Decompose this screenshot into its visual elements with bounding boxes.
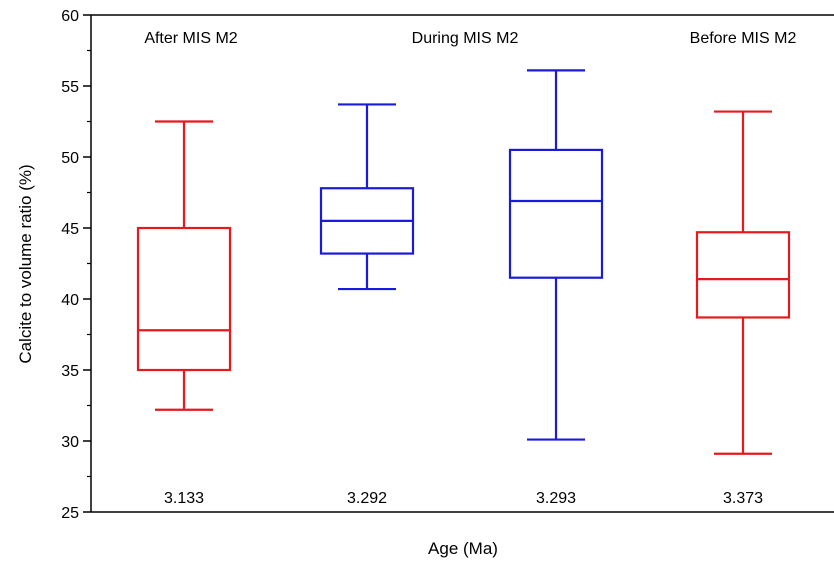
y-tick-label: 25 — [61, 505, 79, 522]
y-tick-label: 30 — [61, 434, 79, 451]
y-axis-title: Calcite to volume ratio (%) — [16, 164, 35, 363]
iqr-box — [695, 231, 791, 319]
y-axis-ticks: 25 30 35 40 45 50 55 60 — [61, 8, 91, 522]
box-3.292: 3.292 — [319, 103, 415, 507]
box-age-label: 3.292 — [347, 490, 387, 507]
box-3.293: 3.293 — [508, 69, 604, 507]
box-age-label: 3.133 — [164, 490, 204, 507]
y-tick-label: 55 — [61, 79, 79, 96]
iqr-box — [136, 226, 232, 372]
period-label-before: Before MIS M2 — [690, 30, 797, 47]
box-age-label: 3.293 — [536, 490, 576, 507]
y-tick-label: 60 — [61, 8, 79, 25]
box-3.133: 3.133 — [136, 120, 232, 507]
x-axis-title: Age (Ma) — [428, 539, 498, 558]
period-label-after: After MIS M2 — [144, 30, 237, 47]
y-tick-label: 35 — [61, 363, 79, 380]
boxes-group: 3.133 3.292 3.293 3.373 — [136, 69, 791, 507]
box-3.373: 3.373 — [695, 110, 791, 507]
y-tick-label: 50 — [61, 150, 79, 167]
iqr-box — [508, 148, 604, 279]
period-label-during: During MIS M2 — [412, 30, 519, 47]
y-tick-label: 40 — [61, 292, 79, 309]
y-tick-label: 45 — [61, 221, 79, 238]
box-age-label: 3.373 — [723, 490, 763, 507]
